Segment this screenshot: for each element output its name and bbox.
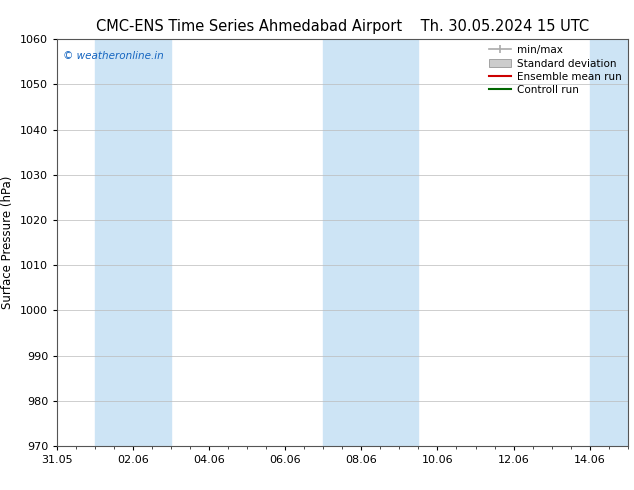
Bar	[323, 39, 418, 446]
Bar	[95, 39, 171, 446]
Y-axis label: Surface Pressure (hPa): Surface Pressure (hPa)	[1, 176, 15, 309]
Legend: min/max, Standard deviation, Ensemble mean run, Controll run: min/max, Standard deviation, Ensemble me…	[484, 41, 626, 99]
Title: CMC-ENS Time Series Ahmedabad Airport    Th. 30.05.2024 15 UTC: CMC-ENS Time Series Ahmedabad Airport Th…	[96, 19, 589, 34]
Text: © weatheronline.in: © weatheronline.in	[63, 51, 164, 61]
Bar	[590, 39, 628, 446]
